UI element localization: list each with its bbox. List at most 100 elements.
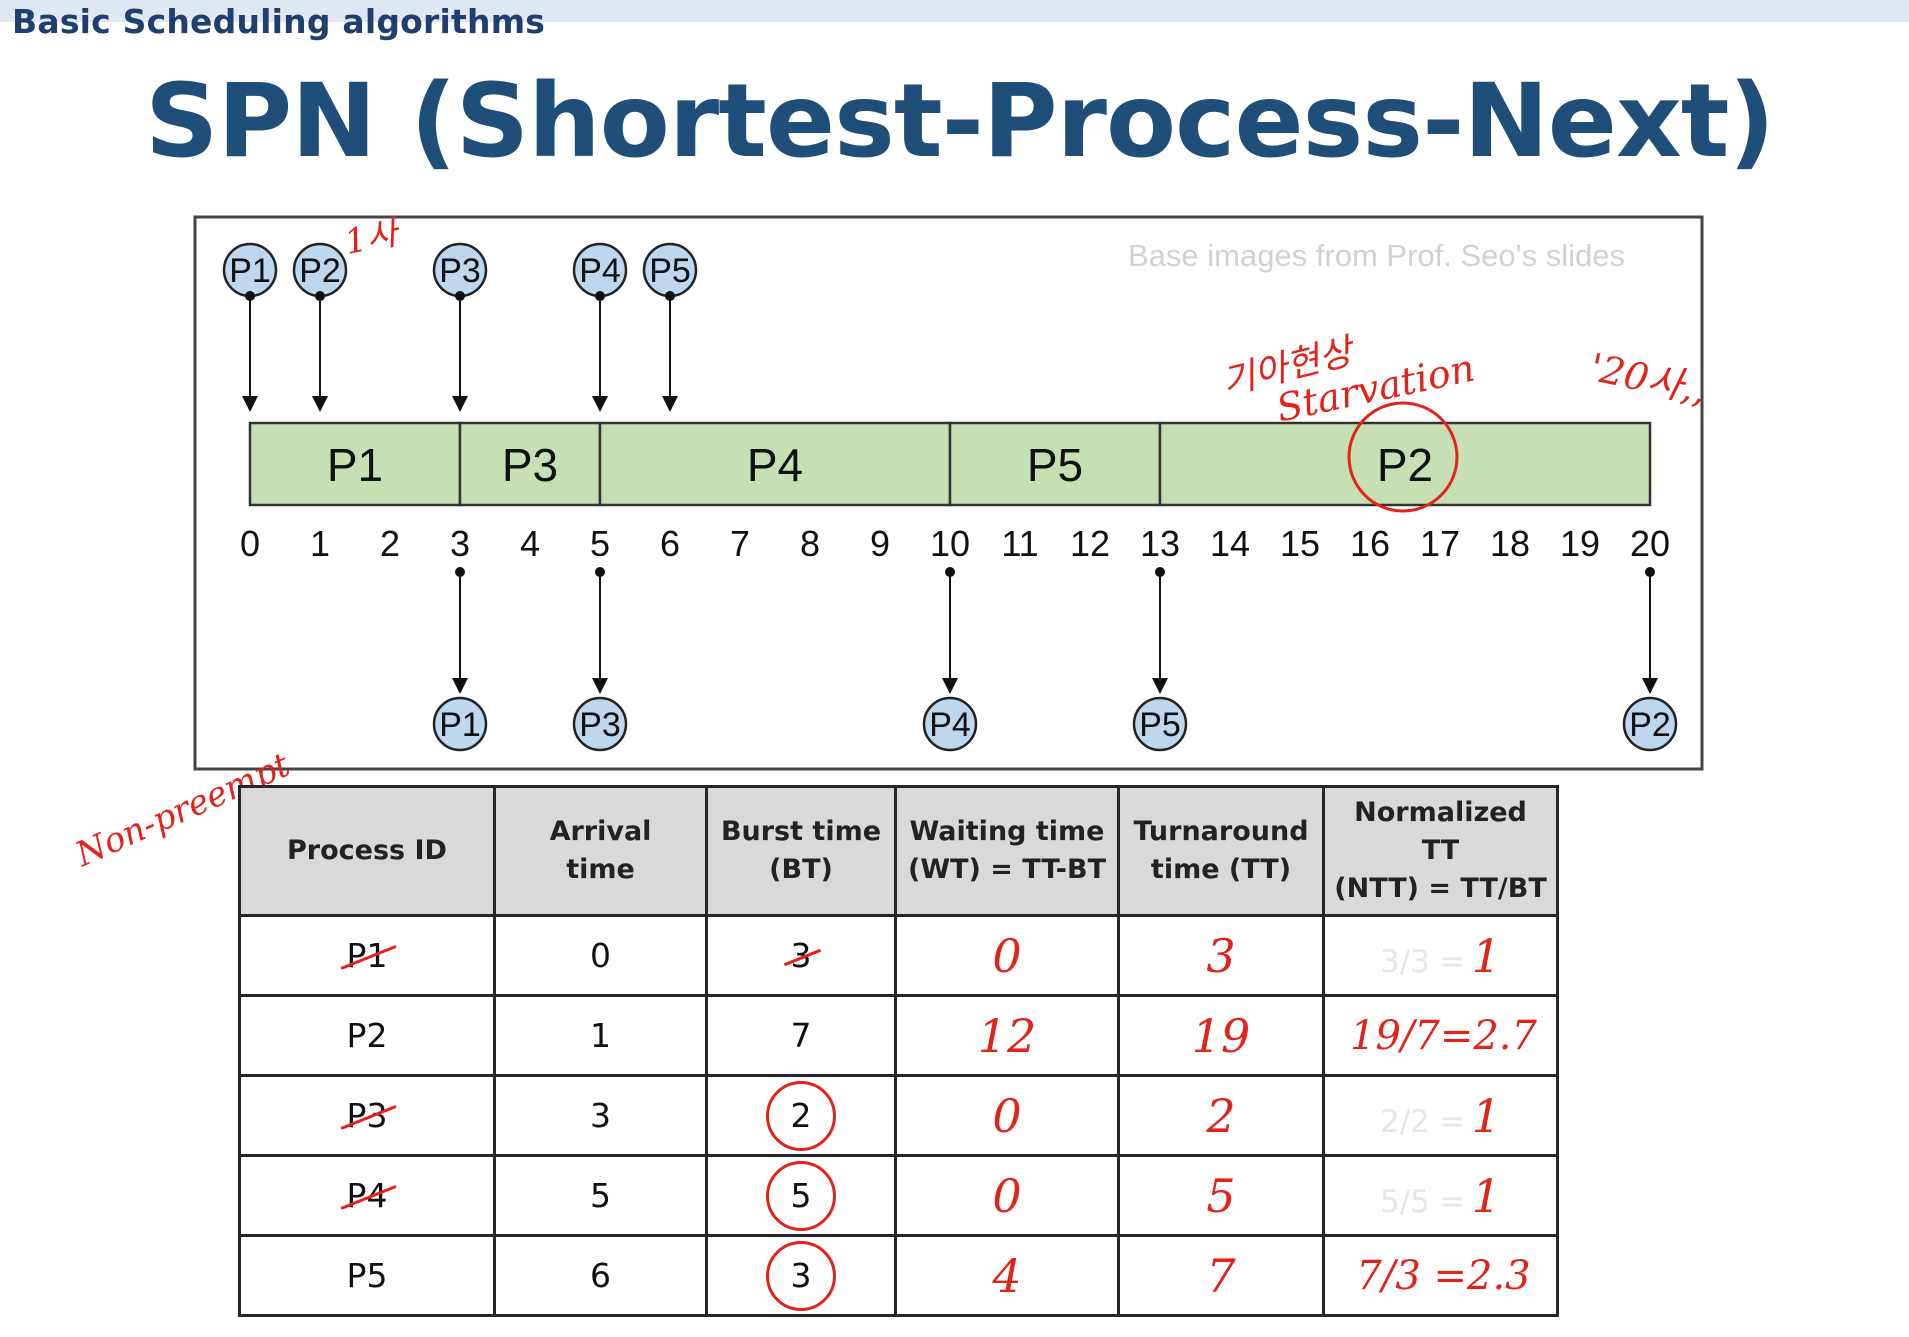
gantt-block-p4: P4 (598, 421, 952, 507)
p2-circle-annotation (1347, 401, 1459, 513)
cell-pid: P2 (238, 994, 496, 1077)
svg-text:P5: P5 (1139, 706, 1181, 744)
arrival-p1: P1 (222, 242, 278, 412)
header-arrival-time: Arrival time (493, 785, 708, 917)
completion-p1: P1 (432, 567, 488, 752)
cell-turnaround: 3 (1117, 914, 1325, 997)
cell-waiting: 0 (894, 914, 1120, 997)
cell-waiting: 12 (894, 994, 1120, 1077)
time-tick-label: 2 (380, 523, 400, 564)
table-row: P1 0 3 0 3 3/3 = 1 (238, 914, 1559, 997)
gantt-block-label: P4 (747, 439, 803, 491)
svg-text:P5: P5 (649, 252, 691, 290)
cell-waiting: 0 (894, 1074, 1120, 1157)
cell-normalized: 2/2 = 1 (1322, 1074, 1559, 1157)
time-tick-label: 11 (1001, 523, 1038, 564)
cell-turnaround: 5 (1117, 1154, 1325, 1237)
gantt-block-label: P3 (502, 439, 558, 491)
header-burst-time: Burst time (BT) (705, 785, 897, 917)
time-tick-label: 9 (870, 523, 890, 564)
gantt-block-p3: P3 (458, 421, 602, 507)
svg-text:P1: P1 (229, 252, 271, 290)
cell-normalized: 19/7=2.7 (1322, 994, 1559, 1077)
time-tick-label: 0 (240, 523, 260, 564)
cell-pid: P4 (238, 1154, 496, 1237)
cell-arrival: 0 (493, 914, 708, 997)
gantt-block-label: P1 (327, 439, 383, 491)
cell-turnaround: 2 (1117, 1074, 1325, 1157)
completion-p3: P3 (572, 567, 628, 752)
time-tick-label: 12 (1070, 523, 1110, 564)
cell-waiting: 0 (894, 1154, 1120, 1237)
table-row: P3 3 2 0 2 2/2 = 1 (238, 1074, 1559, 1157)
time-tick-label: 8 (800, 523, 820, 564)
cell-pid: P1 (238, 914, 496, 997)
time-tick-label: 14 (1210, 523, 1250, 564)
gantt-block-p2: P2 (1158, 421, 1652, 507)
time-tick-label: 7 (730, 523, 750, 564)
cell-arrival: 6 (493, 1234, 708, 1317)
svg-text:P2: P2 (299, 252, 341, 290)
svg-text:P4: P4 (579, 252, 621, 290)
time-tick-label: 19 (1560, 523, 1600, 564)
gantt-block-p1: P1 (248, 421, 462, 507)
cell-arrival: 3 (493, 1074, 708, 1157)
table-header-row: Process ID Arrival time Burst time (BT) Wa… (238, 785, 1559, 917)
slide-top-band (0, 0, 1909, 22)
cell-turnaround: 19 (1117, 994, 1325, 1077)
svg-text:P3: P3 (439, 252, 481, 290)
arrival-p2: P2 (292, 242, 348, 412)
cell-burst: 2 (705, 1074, 897, 1157)
gantt-block-p5: P5 (948, 421, 1162, 507)
cell-arrival: 5 (493, 1154, 708, 1237)
header-process-id: Process ID (238, 785, 496, 917)
svg-text:P2: P2 (1629, 706, 1671, 744)
gantt-block-label: P2 (1377, 439, 1433, 491)
header-turnaround-time: Turnaround time (TT) (1117, 785, 1325, 917)
arrival-p4: P4 (572, 242, 628, 412)
table-row: P4 5 5 0 5 5/5 = 1 (238, 1154, 1559, 1237)
svg-text:P3: P3 (579, 706, 621, 744)
process-table: Process ID Arrival time Burst time (BT) Wa… (238, 785, 1559, 1317)
cell-burst: 3 (705, 914, 897, 997)
completion-p4: P4 (922, 567, 978, 752)
cell-waiting: 4 (894, 1234, 1120, 1317)
time-tick-label: 6 (660, 523, 680, 564)
header-waiting-time: Waiting time (WT) = TT-BT (894, 785, 1120, 917)
image-credit: Base images from Prof. Seo's slides (1128, 238, 1625, 273)
cell-pid: P3 (238, 1074, 496, 1157)
cell-pid: P5 (238, 1234, 496, 1317)
cell-normalized: 7/3 =2.3 (1322, 1234, 1559, 1317)
time-tick-label: 16 (1350, 523, 1390, 564)
completion-p5: P5 (1132, 567, 1188, 752)
time-tick-label: 17 (1420, 523, 1460, 564)
slide-title: SPN (Shortest-Process-Next) (145, 62, 1775, 181)
time-tick-label: 4 (520, 523, 540, 564)
svg-text:P1: P1 (439, 706, 481, 744)
time-tick-label: 10 (930, 523, 970, 564)
time-tick-label: 15 (1280, 523, 1320, 564)
time-tick-label: 5 (590, 523, 610, 564)
time-tick-label: 1 (310, 523, 330, 564)
cell-burst: 7 (705, 994, 897, 1077)
cell-normalized: 5/5 = 1 (1322, 1154, 1559, 1237)
svg-text:P4: P4 (929, 706, 971, 744)
time-tick-label: 3 (450, 523, 470, 564)
arrival-p3: P3 (432, 242, 488, 412)
cell-arrival: 1 (493, 994, 708, 1077)
cell-burst: 3 (705, 1234, 897, 1317)
table-row: P5 6 3 4 7 7/3 =2.3 (238, 1234, 1559, 1317)
completion-p2: P2 (1622, 567, 1678, 752)
cell-normalized: 3/3 = 1 (1322, 914, 1559, 997)
table-row: P2 1 7 12 19 19/7=2.7 (238, 994, 1559, 1077)
time-tick-label: 13 (1140, 523, 1180, 564)
gantt-block-label: P5 (1027, 439, 1083, 491)
time-tick-label: 18 (1490, 523, 1530, 564)
header-normalized-tt: Normalized TT (NTT) = TT/BT (1322, 785, 1559, 917)
slide-topic: Basic Scheduling algorithms (12, 2, 546, 41)
cell-turnaround: 7 (1117, 1234, 1325, 1317)
cell-burst: 5 (705, 1154, 897, 1237)
arrival-p5: P5 (642, 242, 698, 412)
time-tick-label: 20 (1630, 523, 1670, 564)
